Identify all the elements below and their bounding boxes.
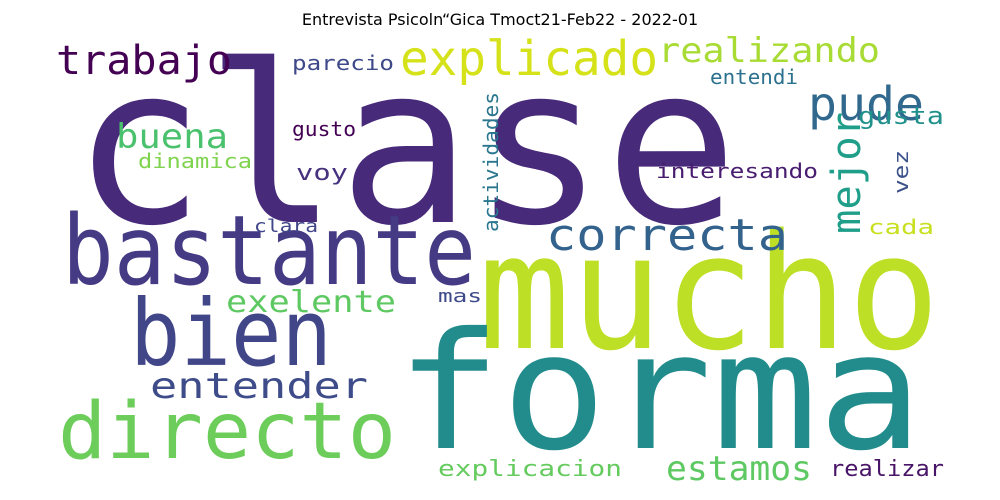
word-voy: voy [296,161,348,186]
word-clara: clara [254,216,318,237]
word-dinamica: dinamica [138,149,252,173]
word-directo: directo [58,387,396,477]
word-mas: mas [438,286,482,307]
word-gusto: gusto [292,117,356,141]
word-bastante: bastante [62,195,476,307]
word-trabajo: trabajo [56,38,232,84]
word-parecio: parecio [292,51,394,75]
word-actividades: actividades [479,92,503,232]
word-realizar: realizar [830,457,944,482]
word-cada: cada [868,215,934,239]
word-correcta: correcta [546,210,788,261]
chart-title: Entrevista Psicoln“Gica Tmoct21-Feb22 - … [301,10,699,29]
word-bien: bien [130,280,332,387]
word-mucho: mucho [478,199,940,386]
word-pude: pude [808,77,924,131]
word-exelente: exelente [226,285,396,320]
word-estamos: estamos [666,449,812,489]
word-gusta: gusta [858,102,944,130]
word-explicado: explicado [400,31,658,87]
word-clase: clase [72,18,738,274]
word-entender: entender [150,366,368,407]
word-interesando: interesando [656,159,818,183]
word-mejor: mejor [824,112,870,234]
word-vez: vez [889,150,913,194]
word-realizando: realizando [658,31,880,71]
word-entendi: entendi [710,65,798,89]
word-forma: forma [396,299,923,487]
word-buena: buena [116,117,228,157]
word-explicacion: explicacion [438,457,622,482]
